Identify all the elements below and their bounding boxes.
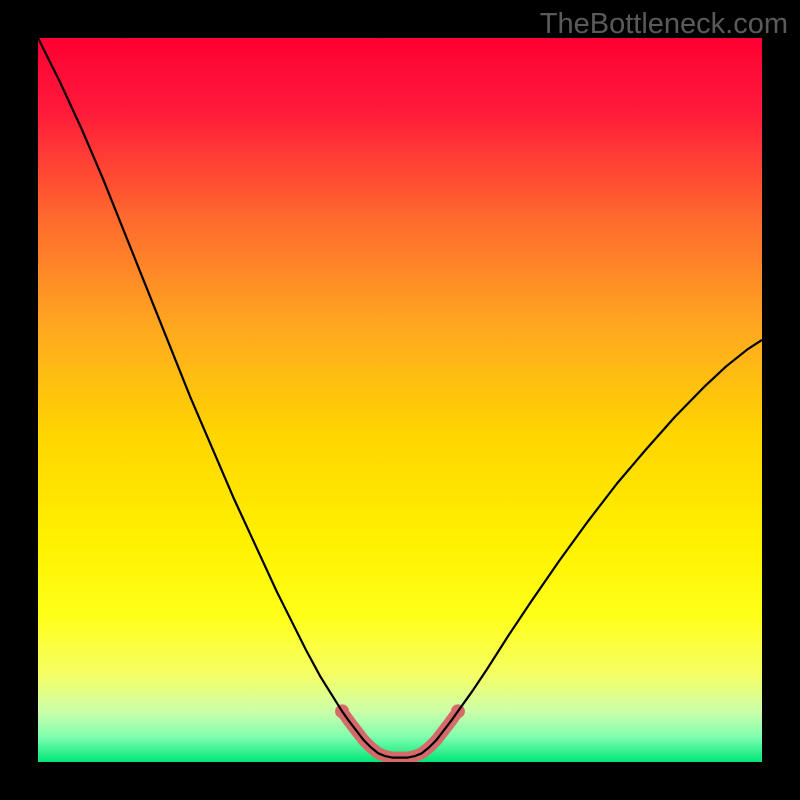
chart-root: TheBottleneck.com	[0, 0, 800, 800]
bottleneck-curve	[38, 38, 762, 758]
plot-area	[38, 38, 762, 762]
watermark-label: TheBottleneck.com	[540, 8, 788, 41]
curve-layer	[38, 38, 762, 762]
